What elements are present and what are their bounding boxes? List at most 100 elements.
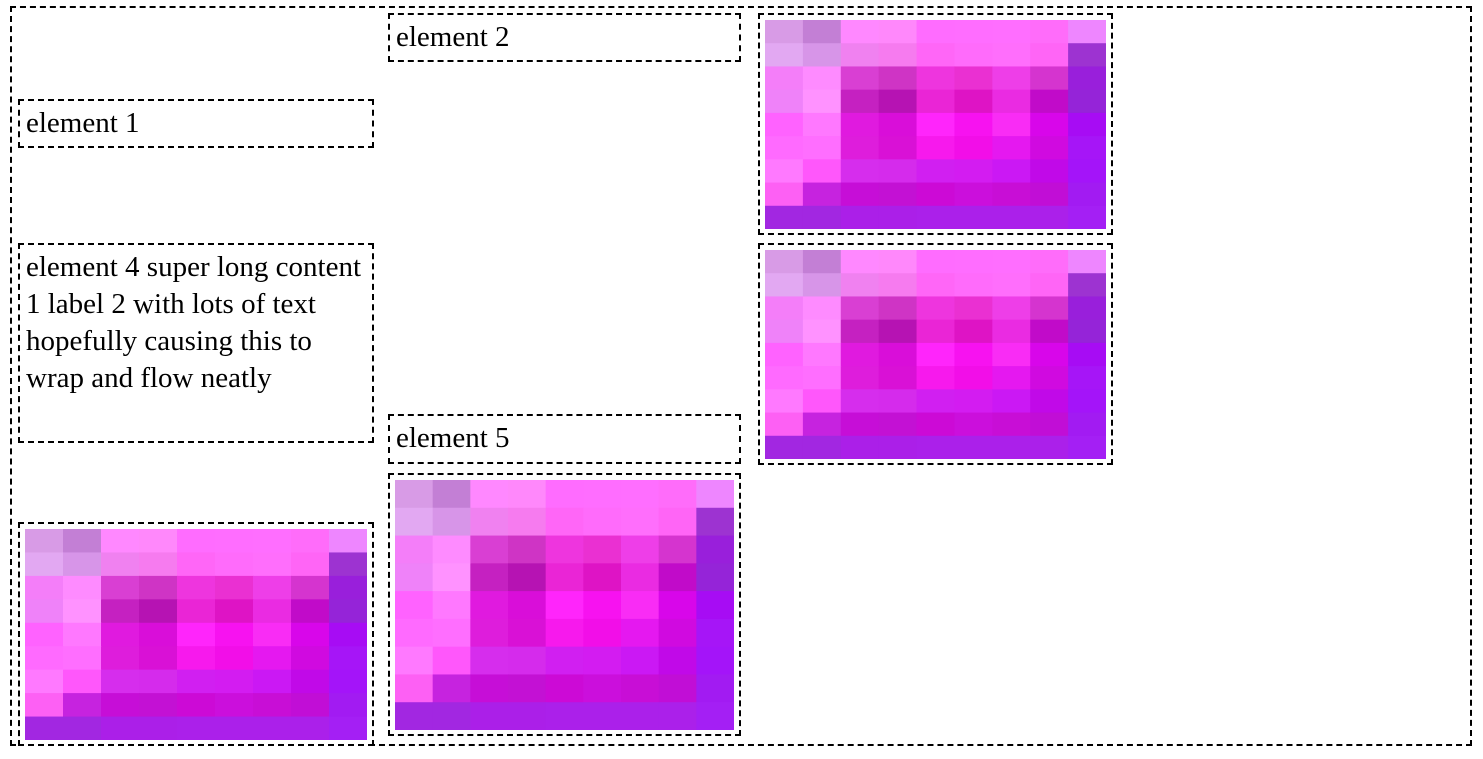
image-pixel [840,43,880,67]
image-pixel [765,182,804,207]
image-pixel [802,366,842,390]
image-pixel [802,136,842,160]
image-pixel [992,205,1031,229]
image-pixel [545,535,585,564]
image-pixel [101,575,140,600]
image-pixel [954,342,994,367]
image-pixel [139,575,178,600]
image-pixel [878,136,918,160]
image-pixel [215,716,254,740]
image-pixel [992,296,1031,321]
image-pixel [802,205,842,229]
image-pixel [992,389,1031,414]
image-pixel [470,646,509,675]
image-pixel [25,693,64,718]
element-2-box: element 2 [388,13,741,62]
image-pixel [583,618,622,648]
image-pixel [878,435,918,459]
image-pixel [583,563,622,592]
image-pixel [253,552,292,577]
image-pixel [696,535,734,564]
image-pixel [215,646,254,671]
image-pixel [395,618,434,648]
image-box-middle-right [758,243,1113,465]
image-pixel [253,622,292,647]
image-box-bottom-center [388,473,741,736]
image-pixel [916,250,956,274]
image-pixel [916,20,956,44]
image-pixel [840,205,880,229]
image-pixel [992,366,1031,390]
image-pixel [25,622,64,647]
image-pixel [432,535,472,564]
image-pixel [765,250,804,274]
image-pixel [291,716,330,740]
image-pixel [840,273,880,297]
image-pixel [508,646,547,675]
image-pixel [291,529,330,553]
image-pixel [916,412,956,437]
image-pixel [696,480,734,509]
image-pixel [840,435,880,459]
image-pixel [916,205,956,229]
image-pixel [992,319,1031,344]
image-pixel [101,693,140,718]
image-pixel [696,563,734,592]
image-pixel [878,89,918,114]
image-pixel [329,716,367,740]
image-pixel [954,389,994,414]
image-pixel [101,646,140,671]
image-box-bottom-left [18,522,374,746]
image-pixel [1030,43,1069,67]
image-pixel [878,112,918,137]
image-pixel [1068,66,1106,91]
image-pixel [840,319,880,344]
image-pixel [253,716,292,740]
image-pixel [840,136,880,160]
image-pixel [291,693,330,718]
image-pixel [508,480,547,509]
pixelated-magenta-image [25,529,367,740]
image-pixel [696,674,734,703]
image-pixel [432,646,472,675]
image-pixel [139,599,178,624]
image-pixel [1030,89,1069,114]
image-pixel [992,435,1031,459]
image-pixel [508,507,547,537]
image-pixel [329,552,367,577]
image-pixel [215,622,254,647]
image-pixel [696,702,734,730]
image-pixel [1068,20,1106,44]
image-pixel [177,693,216,718]
image-pixel [583,702,622,730]
image-pixel [1030,342,1069,367]
image-pixel [802,319,842,344]
image-pixel [802,342,842,367]
image-pixel [1068,250,1106,274]
image-pixel [621,507,660,537]
image-pixel [395,591,434,620]
image-pixel [696,591,734,620]
image-pixel [840,89,880,114]
image-pixel [215,529,254,553]
image-pixel [840,112,880,137]
image-pixel [177,622,216,647]
image-pixel [470,480,509,509]
image-pixel [658,618,698,648]
image-pixel [177,529,216,553]
image-pixel [253,599,292,624]
image-pixel [177,646,216,671]
image-pixel [802,20,842,44]
element-4-label: element 4 super long content 1 label 2 w… [26,251,362,394]
image-pixel [802,66,842,91]
image-pixel [1068,89,1106,114]
image-pixel [177,669,216,694]
image-pixel [840,182,880,207]
image-pixel [545,618,585,648]
image-pixel [25,646,64,671]
image-pixel [25,716,64,740]
element-2-label: element 2 [396,21,510,53]
image-pixel [658,702,698,730]
element-1-box: element 1 [18,99,374,148]
image-pixel [63,669,102,694]
